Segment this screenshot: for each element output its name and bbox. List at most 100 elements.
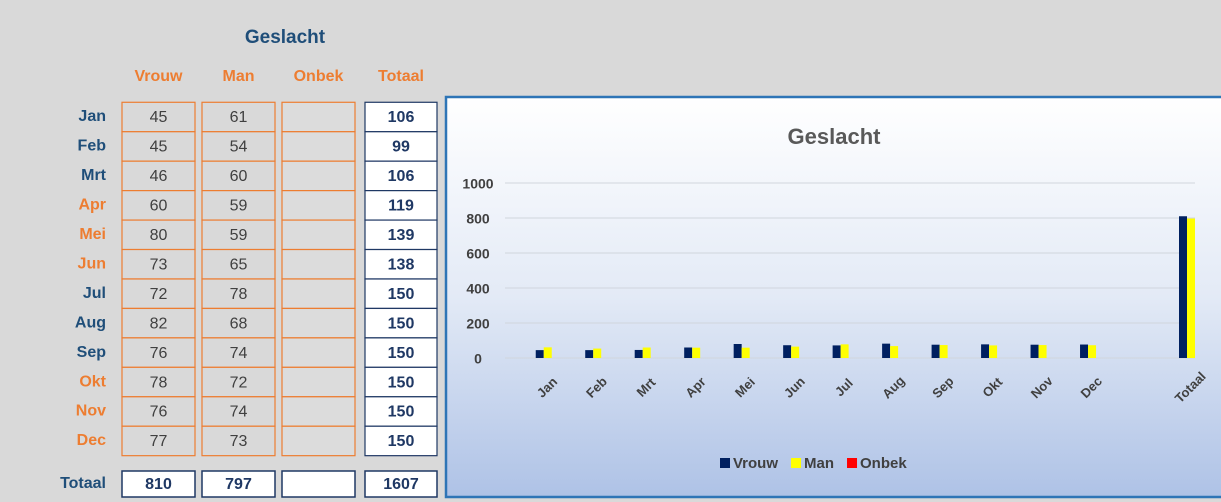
- row-label: Aug: [75, 314, 106, 331]
- bar: [741, 347, 750, 358]
- cell-value: 61: [230, 109, 248, 126]
- bar: [882, 343, 891, 358]
- bar: [1030, 344, 1039, 358]
- cell-value: 76: [150, 345, 168, 362]
- cell: [281, 470, 356, 498]
- cell-value: 82: [150, 315, 168, 332]
- column-header: Man: [223, 68, 255, 85]
- bar: [1179, 216, 1187, 358]
- y-tick-label: 600: [466, 246, 490, 262]
- cell-value: 77: [150, 433, 168, 450]
- chart-area: [444, 95, 1221, 499]
- row-label: Dec: [77, 432, 106, 449]
- cell: [121, 278, 196, 310]
- cell: [201, 337, 276, 368]
- cell: [201, 307, 276, 339]
- column-header: Vrouw: [134, 68, 183, 85]
- cell: [201, 425, 276, 457]
- cell: [281, 219, 356, 251]
- y-tick-label: 400: [466, 281, 490, 297]
- bar: [1088, 345, 1097, 358]
- cell-value: 150: [388, 404, 415, 421]
- y-tick-label: 0: [474, 351, 482, 367]
- chart-title: Geslacht: [788, 124, 882, 149]
- legend-swatch: [847, 458, 858, 468]
- bar: [535, 350, 544, 358]
- cell: [281, 160, 356, 192]
- cell: [201, 470, 276, 498]
- cell: [281, 131, 356, 162]
- cell: [364, 190, 438, 221]
- y-tick-label: 200: [466, 316, 490, 332]
- row-label: Mrt: [81, 167, 107, 184]
- bar: [593, 348, 602, 358]
- row-label: Jul: [83, 285, 106, 302]
- cell-value: 150: [388, 374, 415, 391]
- cell-value: 106: [388, 168, 415, 185]
- cell-value: 59: [230, 198, 248, 215]
- cell-value: 797: [225, 476, 252, 493]
- cell-value: 139: [388, 227, 415, 244]
- cell-value: 80: [150, 227, 168, 244]
- cell-value: 60: [230, 168, 248, 185]
- cell-value: 46: [150, 168, 168, 185]
- cell-value: 150: [388, 345, 415, 362]
- cell: [281, 190, 356, 221]
- cell: [364, 248, 438, 280]
- cell-value: 45: [150, 109, 168, 126]
- bar: [642, 347, 651, 358]
- cell-value: 78: [150, 374, 168, 391]
- cell: [201, 190, 276, 221]
- bar: [939, 345, 948, 358]
- bar: [931, 344, 940, 358]
- cell: [364, 366, 438, 398]
- cell: [121, 190, 196, 221]
- bar: [1187, 218, 1195, 358]
- row-label: Jan: [78, 108, 106, 125]
- cell: [121, 131, 196, 162]
- row-label: Jun: [78, 255, 106, 272]
- cell-value: 73: [150, 256, 168, 273]
- table-title: Geslacht: [245, 27, 326, 48]
- bar: [634, 349, 643, 358]
- legend-swatch: [720, 458, 730, 468]
- cell: [201, 101, 276, 133]
- cell: [364, 425, 438, 457]
- bar: [783, 345, 792, 358]
- bar: [791, 346, 800, 358]
- bar: [684, 347, 693, 358]
- row-label: Feb: [78, 138, 107, 155]
- cell: [201, 219, 276, 251]
- row-label: Totaal: [60, 475, 106, 492]
- cell: [121, 248, 196, 280]
- column-header: Totaal: [378, 68, 424, 85]
- legend-swatch: [791, 458, 802, 468]
- cell: [201, 278, 276, 310]
- cell-value: 99: [392, 139, 410, 156]
- bar: [832, 345, 841, 358]
- cell: [364, 278, 438, 310]
- cell-value: 72: [150, 286, 168, 303]
- cell: [201, 248, 276, 280]
- row-label: Sep: [77, 344, 107, 361]
- cell-value: 74: [230, 404, 248, 421]
- cell: [364, 396, 438, 427]
- row-label: Apr: [78, 197, 106, 214]
- cell-value: 150: [388, 315, 415, 332]
- bar: [585, 350, 594, 358]
- cell-value: 1607: [383, 476, 419, 493]
- cell-value: 119: [388, 198, 414, 215]
- cell-value: 60: [150, 198, 168, 215]
- cell-value: 72: [230, 374, 248, 391]
- cell: [121, 366, 196, 398]
- cell: [281, 101, 356, 133]
- cell: [121, 425, 196, 457]
- cell: [281, 396, 356, 427]
- cell: [281, 278, 356, 310]
- cell: [121, 396, 196, 427]
- cell: [364, 131, 438, 162]
- bar: [733, 344, 742, 358]
- cell: [201, 366, 276, 398]
- cell-value: 54: [230, 139, 248, 156]
- cell-value: 76: [150, 404, 168, 421]
